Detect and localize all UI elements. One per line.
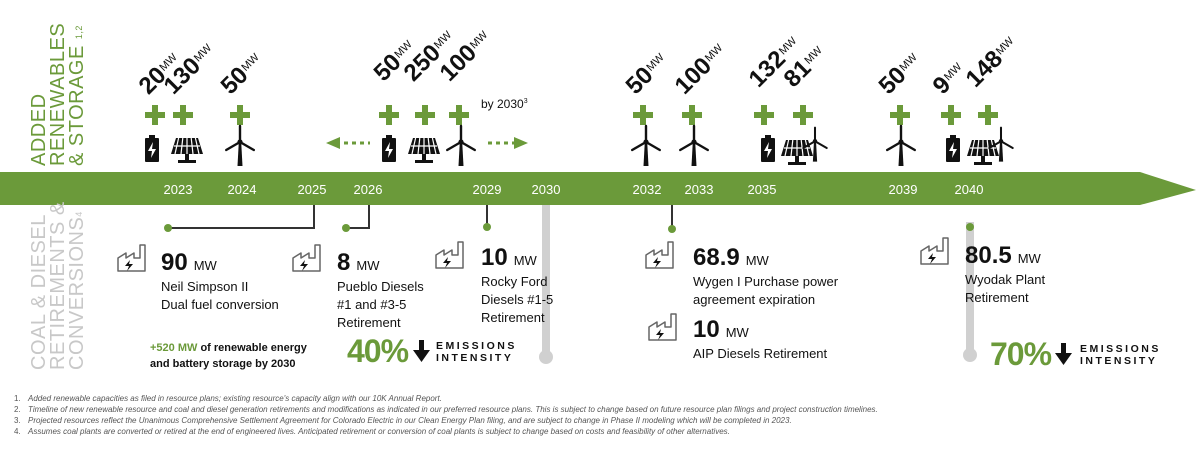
wind-turbine-icon	[631, 124, 661, 166]
retirement-event: 80.5 MW Wyodak Plant Retirement	[965, 242, 1046, 306]
retirement-event: 68.9 MW Wygen I Purchase power agreement …	[693, 244, 839, 308]
plus-icon	[793, 105, 813, 125]
by-2030-range-arrows	[326, 137, 528, 149]
emissions-2030-dot	[539, 350, 553, 364]
battery-icon	[382, 135, 396, 162]
timeline-bar	[0, 172, 1196, 205]
retirement-event: 8 MW Pueblo Diesels #1 and #3-5 Retiremen…	[337, 249, 424, 331]
plus-icon	[449, 105, 469, 125]
added-renewables-title: ADDED RENEWABLES & STORAGE 1,2	[28, 22, 88, 166]
retirement-connectors	[168, 205, 673, 229]
plus-icon	[682, 105, 702, 125]
solar-wind-icon	[781, 126, 828, 165]
battery-icon	[145, 135, 159, 162]
year-label: 2040	[954, 182, 984, 197]
plus-icon	[145, 105, 165, 125]
down-arrow-icons	[413, 340, 1072, 365]
wind-turbine-icon	[679, 124, 709, 166]
plus-icon	[978, 105, 998, 125]
retirement-event: 10 MW AIP Diesels Retirement	[693, 316, 828, 362]
battery-icon	[946, 135, 960, 162]
solar-wind-icon	[967, 126, 1014, 165]
power-plant-icons	[117, 237, 949, 341]
power-plant-icon	[117, 244, 146, 272]
power-plant-icon	[292, 244, 321, 272]
emissions-2040-label: EMISSIONS INTENSITY	[1080, 343, 1161, 367]
battery-icon	[761, 135, 775, 162]
power-plant-icon	[920, 237, 949, 265]
emissions-2030-label: EMISSIONS INTENSITY	[436, 340, 517, 364]
year-label: 2039	[888, 182, 918, 197]
year-label: 2024	[227, 182, 257, 197]
plus-icon	[754, 105, 774, 125]
footnote: 2. Timeline of new renewable resource and…	[14, 405, 878, 414]
year-label: 2030	[531, 182, 561, 197]
year-label: 2029	[472, 182, 502, 197]
plus-icon	[941, 105, 961, 125]
plus-icon	[415, 105, 435, 125]
wind-turbine-icon	[446, 124, 476, 166]
year-label: 2026	[353, 182, 383, 197]
power-plant-icon	[645, 241, 674, 269]
emissions-2040-percent: 70%	[990, 336, 1052, 372]
solar-panel-icon	[408, 137, 440, 163]
wind-turbine-icon	[224, 124, 256, 166]
left-arrow-icon	[326, 137, 340, 149]
plus-icon	[379, 105, 399, 125]
solar-panel-icon	[171, 137, 203, 163]
plus-icon	[173, 105, 193, 125]
retirement-event: 10 MW Rocky Ford Diesels #1-5 Retirement	[481, 244, 554, 326]
retirement-event: 90 MW Neil Simpson II Dual fuel conversio…	[161, 249, 279, 313]
year-label: 2032	[632, 182, 662, 197]
year-label: 2033	[684, 182, 714, 197]
year-label: 2023	[163, 182, 193, 197]
power-plant-icon	[648, 313, 677, 341]
emissions-2040-dot	[963, 348, 977, 362]
retirement-dots	[164, 223, 974, 233]
footnote: 4. Assumes coal plants are converted or r…	[14, 427, 730, 436]
year-label: 2035	[747, 182, 777, 197]
wind-turbine-icon	[886, 124, 916, 166]
asset-icons	[145, 124, 1014, 166]
retirements-title: COAL & DIESEL RETIREMENTS & CONVERSIONS4	[28, 201, 88, 370]
year-label: 2025	[297, 182, 327, 197]
by-2030-note: by 20303	[481, 97, 528, 111]
power-plant-icon	[435, 241, 464, 269]
right-arrow-icon	[514, 137, 528, 149]
plus-icon	[230, 105, 250, 125]
footnote: 3. Projected resources reflect the Unanim…	[14, 416, 792, 425]
plus-icon	[890, 105, 910, 125]
plus-icons	[145, 105, 998, 125]
plus-icon	[633, 105, 653, 125]
emissions-2030-percent: 40%	[347, 333, 409, 369]
renewables-callout: +520 MW of renewable energy and battery …	[150, 342, 307, 370]
footnote: 1. Added renewable capacities as filed in…	[14, 394, 442, 403]
